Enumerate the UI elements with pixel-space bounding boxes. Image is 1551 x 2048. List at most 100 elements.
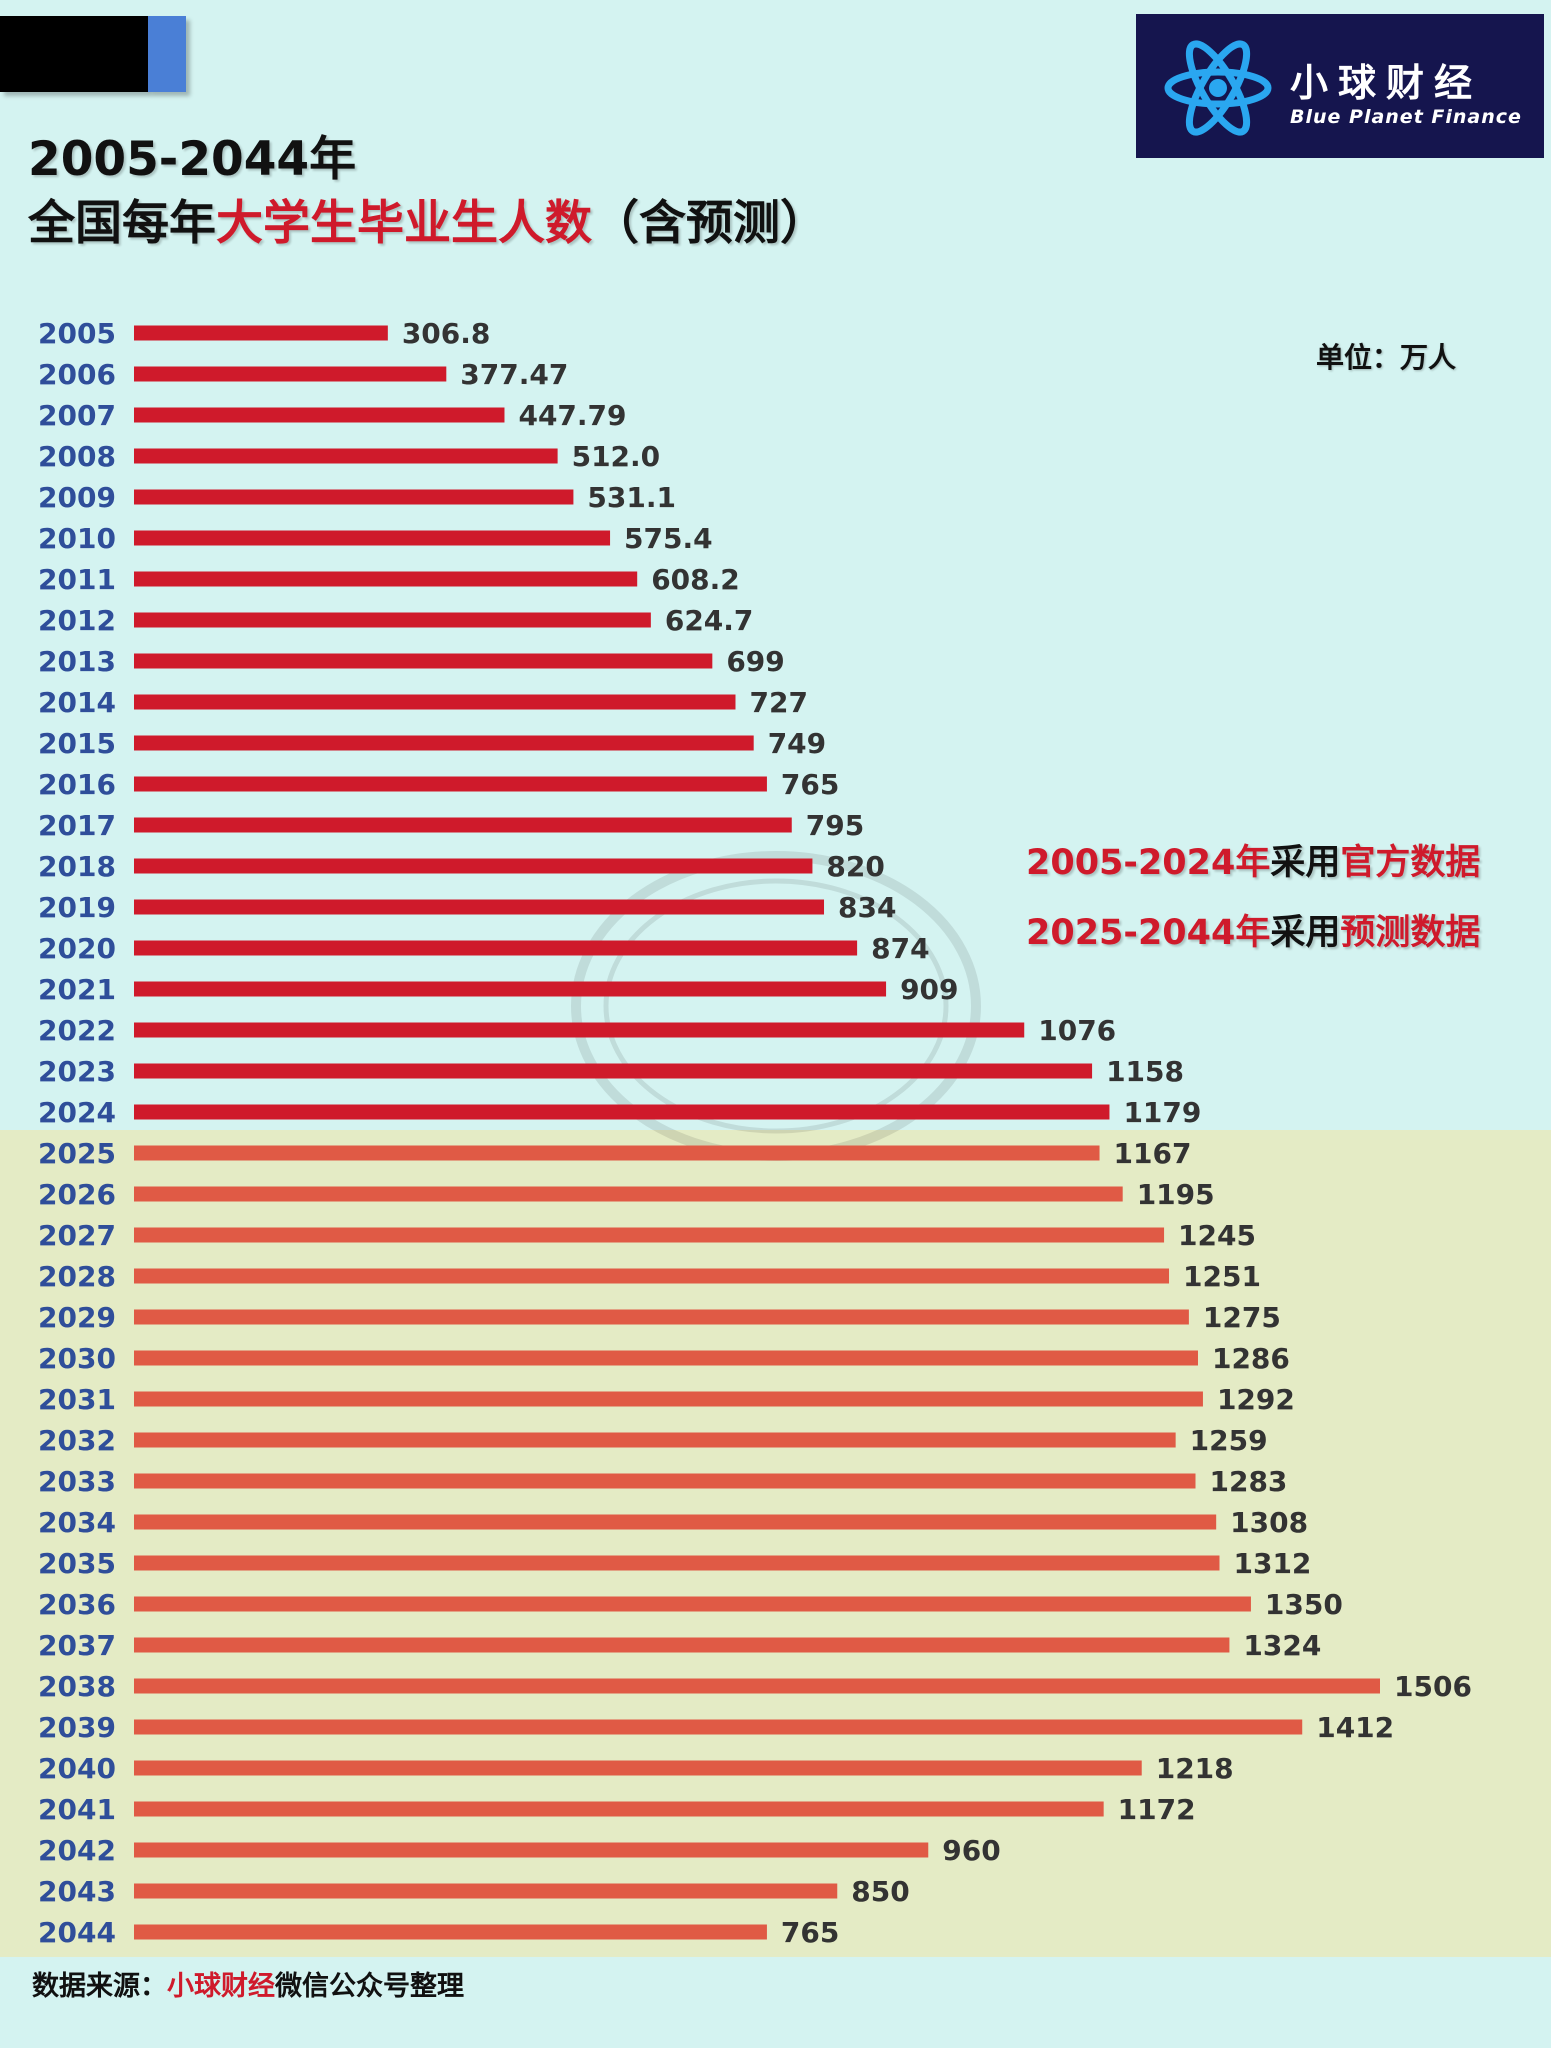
year-label: 2024 [38,1096,116,1129]
year-label: 2014 [38,686,116,719]
year-label: 2040 [38,1752,116,1785]
value-label: 1412 [1316,1711,1394,1744]
year-label: 2023 [38,1055,116,1088]
bar [134,1104,1110,1120]
forecast-region-background [0,1130,1551,1957]
value-label: 765 [781,1916,839,1949]
value-label: 1283 [1209,1465,1287,1498]
bar [134,1596,1251,1612]
year-label: 2029 [38,1301,116,1334]
year-label: 2037 [38,1629,116,1662]
value-label: 749 [768,727,826,760]
value-label: 1308 [1230,1506,1308,1539]
year-label: 2019 [38,891,116,924]
year-label: 2034 [38,1506,116,1539]
bar [134,530,611,546]
note-forecast: 2025-2044年采用预测数据 [1026,904,1480,955]
bar [134,1514,1217,1530]
value-label: 1292 [1217,1383,1295,1416]
bar [134,1186,1123,1202]
chart-title: 2005-2044年 全国每年大学生毕业生人数（含预测） [28,128,827,256]
value-label: 1350 [1265,1588,1343,1621]
note-forecast-range: 2025-2044年 [1026,913,1271,953]
bar [134,858,813,874]
value-label: 306.8 [402,317,491,350]
year-label: 2030 [38,1342,116,1375]
logo-name-en: Blue Planet Finance [1290,106,1522,128]
title-line-2: 全国每年大学生毕业生人数（含预测） [28,192,827,256]
logo-name-cn: 小球财经 [1290,61,1483,105]
value-label: 1259 [1190,1424,1268,1457]
bar [134,407,505,423]
year-label: 2042 [38,1834,116,1867]
value-label: 377.47 [460,358,568,391]
year-label: 2043 [38,1875,116,1908]
value-label: 624.7 [665,604,754,637]
year-label: 2041 [38,1793,116,1826]
note-official-tail: 官方数据 [1340,843,1481,883]
title-prefix: 全国每年 [28,196,216,251]
year-label: 2035 [38,1547,116,1580]
atom-icon [1164,40,1272,136]
source-highlight: 小球财经 [167,1971,275,2002]
bar [134,817,792,833]
value-label: 1172 [1118,1793,1196,1826]
brand-logo: 小球财经 Blue Planet Finance [1136,14,1544,158]
bar [134,940,858,956]
note-official-mid: 采用 [1270,843,1341,883]
value-label: 608.2 [651,563,740,596]
year-label: 2005 [38,317,116,350]
year-label: 2011 [38,563,116,596]
value-label: 1286 [1212,1342,1290,1375]
year-label: 2010 [38,522,116,555]
value-label: 1218 [1156,1752,1234,1785]
source-prefix: 数据来源： [32,1971,167,2002]
value-label: 1158 [1106,1055,1184,1088]
year-label: 2016 [38,768,116,801]
header-blue-block [148,16,186,92]
value-label: 820 [826,850,884,883]
bar [134,653,713,669]
year-label: 2039 [38,1711,116,1744]
year-label: 2018 [38,850,116,883]
year-label: 2015 [38,727,116,760]
title-line-1: 2005-2044年 [28,132,357,187]
bar [134,325,388,341]
value-label: 512.0 [572,440,661,473]
year-label: 2032 [38,1424,116,1457]
value-label: 850 [851,1875,909,1908]
year-label: 2007 [38,399,116,432]
bar [134,1268,1170,1284]
year-label: 2036 [38,1588,116,1621]
value-label: 727 [749,686,807,719]
value-label: 531.1 [587,481,676,514]
note-forecast-mid: 采用 [1270,913,1341,953]
year-label: 2012 [38,604,116,637]
year-label: 2031 [38,1383,116,1416]
bar [134,1801,1104,1817]
bar [134,1719,1303,1735]
year-label: 2038 [38,1670,116,1703]
bar [134,1022,1025,1038]
bar [134,448,558,464]
value-label: 1076 [1038,1014,1116,1047]
bar [134,1637,1230,1653]
value-label: 1167 [1114,1137,1192,1170]
bar [134,1473,1196,1489]
year-label: 2009 [38,481,116,514]
unit-label: 单位：万人 [1316,341,1457,374]
value-label: 1179 [1123,1096,1201,1129]
bar [134,1145,1100,1161]
note-official: 2005-2024年采用官方数据 [1026,834,1480,885]
note-forecast-tail: 预测数据 [1340,913,1481,953]
year-label: 2008 [38,440,116,473]
year-label: 2027 [38,1219,116,1252]
value-label: 765 [781,768,839,801]
header-black-block [0,16,148,92]
bar [134,694,736,710]
year-label: 2044 [38,1916,116,1949]
value-label: 960 [942,1834,1000,1867]
bar [134,899,825,915]
year-label: 2021 [38,973,116,1006]
year-label: 2006 [38,358,116,391]
